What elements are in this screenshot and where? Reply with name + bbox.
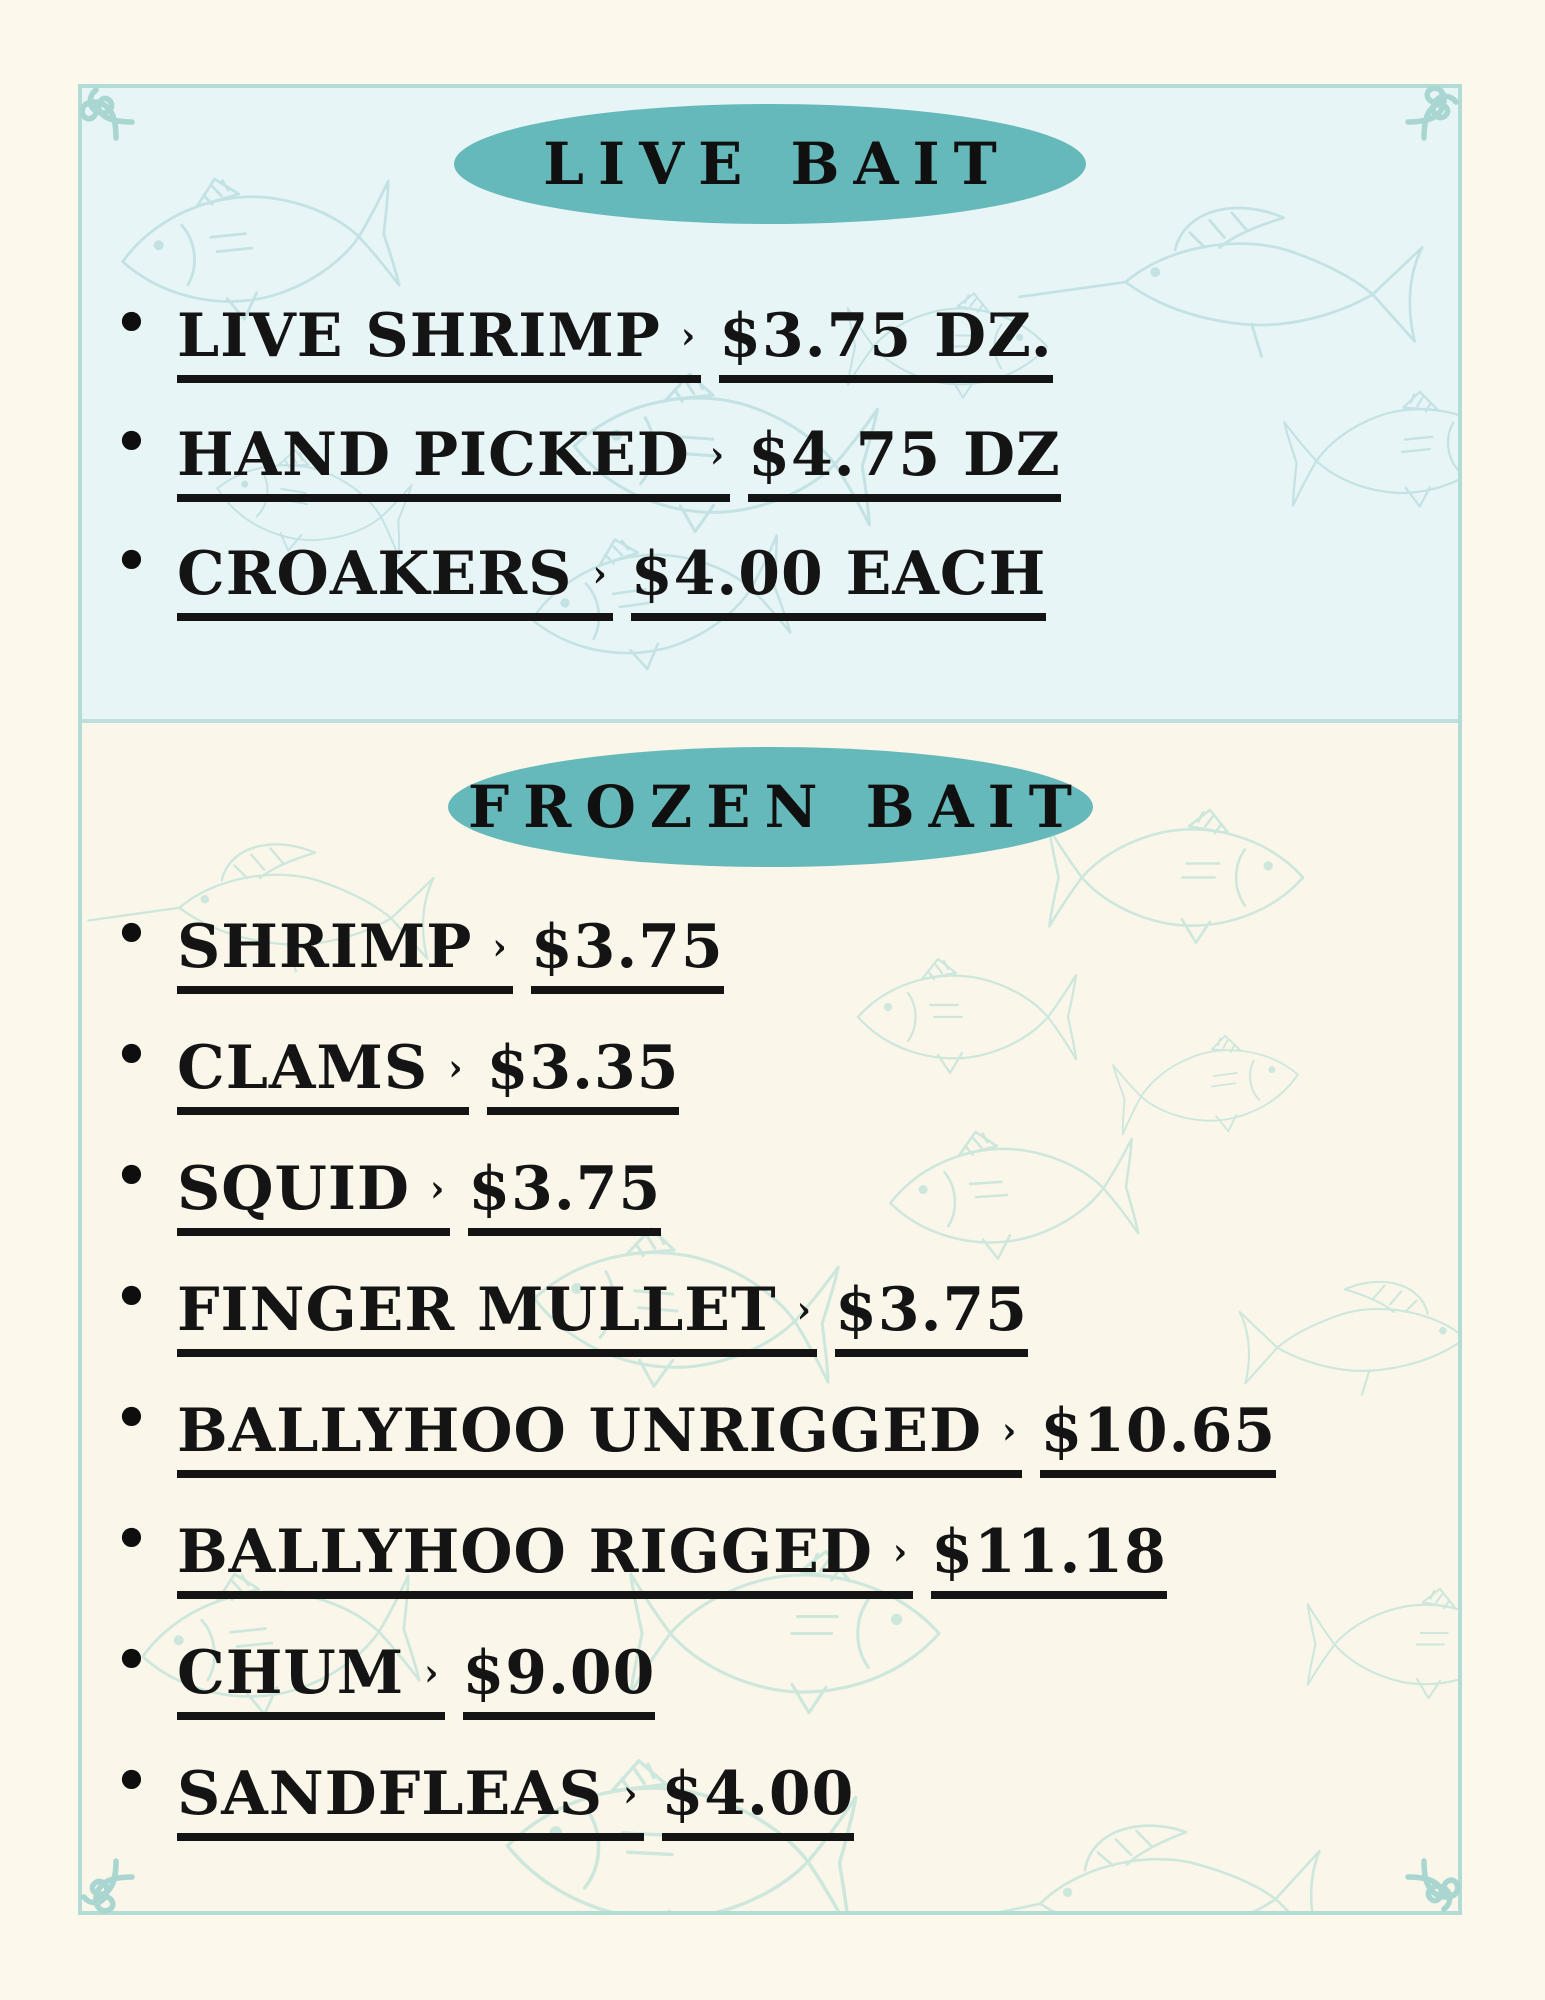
item-name: LIVE SHRIMP	[176, 301, 661, 372]
item-price: $10.65	[1040, 1399, 1277, 1478]
menu-item: • BALLYHOO UNRIGGED › $10.65	[112, 1373, 1458, 1494]
item-price: $3.75	[530, 915, 724, 994]
live-bait-section: LIVE BAIT • LIVE SHRIMP › $3.75 DZ. • HAN…	[82, 88, 1458, 723]
menu-item: • CROAKERS › $4.00 EACH	[112, 518, 1458, 637]
chevron-right-icon: ›	[892, 1531, 908, 1574]
menu-item: • HAND PICKED › $4.75 DZ	[112, 399, 1458, 518]
item-name: SHRIMP	[176, 912, 473, 983]
corner-flourish-icon	[1404, 56, 1490, 142]
corner-flourish-icon	[50, 1857, 136, 1943]
chevron-right-icon: ›	[424, 1652, 439, 1695]
chevron-right-icon: ›	[1002, 1410, 1017, 1453]
item-name: SANDFLEAS	[176, 1759, 604, 1830]
chevron-right-icon: ›	[492, 926, 507, 969]
section-title: FROZEN BAIT	[468, 773, 1086, 841]
menu-item: • FINGER MULLET › $3.75	[112, 1252, 1458, 1373]
bullet-icon: •	[112, 1259, 151, 1336]
item-name: CHUM	[176, 1638, 405, 1709]
frozen-bait-badge: FROZEN BAIT	[447, 747, 1093, 867]
chevron-right-icon: ›	[429, 1168, 445, 1211]
item-price: $4.75 DZ	[748, 423, 1061, 502]
bullet-icon: •	[112, 1501, 151, 1578]
item-name: BALLYHOO RIGGED	[176, 1517, 873, 1588]
frozen-bait-list: • SHRIMP › $3.75 • CLAMS › $3.35 • SQUID › …	[82, 889, 1458, 1857]
menu-item: • SANDFLEAS › $4.00	[112, 1736, 1458, 1857]
bullet-icon: •	[112, 1138, 151, 1215]
bullet-icon: •	[112, 523, 151, 600]
item-name: SQUID	[176, 1154, 410, 1225]
live-bait-list: • LIVE SHRIMP › $3.75 DZ. • HAND PICKED › …	[82, 280, 1458, 637]
live-bait-badge: LIVE BAIT	[454, 104, 1086, 224]
menu-item: • SHRIMP › $3.75	[112, 889, 1458, 1010]
item-name: CLAMS	[176, 1033, 429, 1104]
item-name: BALLYHOO UNRIGGED	[176, 1396, 983, 1467]
bullet-icon: •	[112, 1743, 151, 1820]
section-title: LIVE BAIT	[543, 130, 1011, 198]
item-price: $4.00	[661, 1762, 855, 1841]
chevron-right-icon: ›	[709, 434, 725, 477]
corner-flourish-icon	[1404, 1857, 1490, 1943]
item-name: FINGER MULLET	[176, 1275, 777, 1346]
menu-item: • BALLYHOO RIGGED › $11.18	[112, 1494, 1458, 1615]
bullet-icon: •	[112, 1380, 151, 1457]
item-name: CROAKERS	[176, 539, 573, 610]
item-price: $4.00 EACH	[630, 542, 1047, 621]
item-price: $3.75 DZ.	[719, 304, 1053, 383]
bullet-icon: •	[112, 1622, 151, 1699]
item-price: $9.00	[462, 1641, 656, 1720]
item-price: $3.75	[835, 1278, 1028, 1357]
menu-item: • CHUM › $9.00	[112, 1615, 1458, 1736]
item-price: $11.18	[931, 1520, 1167, 1599]
bullet-icon: •	[112, 285, 151, 362]
chevron-right-icon: ›	[448, 1047, 463, 1090]
frozen-bait-section: FROZEN BAIT • SHRIMP › $3.75 • CLAMS › $3.…	[82, 723, 1458, 1911]
bullet-icon: •	[112, 404, 151, 481]
chevron-right-icon: ›	[680, 315, 696, 358]
chevron-right-icon: ›	[592, 553, 607, 596]
bullet-icon: •	[112, 896, 151, 973]
item-name: HAND PICKED	[176, 420, 690, 491]
corner-flourish-icon	[50, 56, 136, 142]
menu-item: • CLAMS › $3.35	[112, 1010, 1458, 1131]
menu-item: • LIVE SHRIMP › $3.75 DZ.	[112, 280, 1458, 399]
menu-item: • SQUID › $3.75	[112, 1131, 1458, 1252]
decorative-frame: LIVE BAIT • LIVE SHRIMP › $3.75 DZ. • HAN…	[78, 84, 1462, 1915]
bullet-icon: •	[112, 1017, 151, 1094]
chevron-right-icon: ›	[796, 1289, 812, 1332]
item-price: $3.75	[468, 1157, 662, 1236]
item-price: $3.35	[486, 1036, 680, 1115]
chevron-right-icon: ›	[623, 1773, 638, 1816]
